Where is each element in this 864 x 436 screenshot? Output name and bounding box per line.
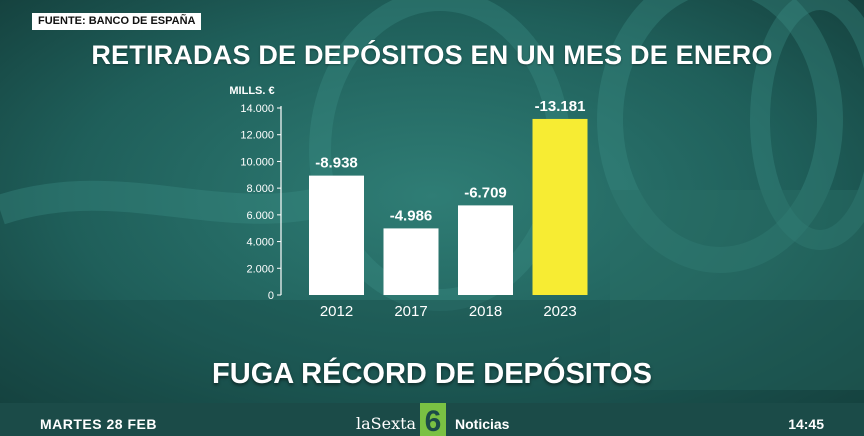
bar-2012 [309,175,364,295]
x-tick-label: 2012 [320,303,353,320]
bars [309,118,588,295]
y-tick-label: 14.000 [240,103,274,115]
headline: FUGA RÉCORD DE DEPÓSITOS [212,358,652,390]
bar-2017 [383,228,439,295]
footer-bar: MARTES 28 FEB laSexta 6 Noticias 14:45 [0,403,864,436]
program-name: Noticias [455,416,510,432]
source-label: FUENTE: BANCO DE ESPAÑA [32,13,202,30]
value-label: -13.181 [535,98,586,115]
value-label: -8.938 [315,155,358,172]
bar-chart: MILLS. € 0 2.000 4.000 6.000 8.000 10.000 12.0… [229,85,588,320]
lasexta-logo-icon: 6 [420,403,446,436]
y-tick-label: 0 [268,290,274,302]
channel-brand: laSexta [356,414,417,433]
y-tick-label: 6.000 [246,210,274,222]
x-tick-label: 2023 [543,303,576,320]
y-tick-label: 10.000 [240,156,274,168]
y-tick-label: 2.000 [246,263,274,275]
x-tick-labels: 2012 2017 2018 2023 [320,303,577,320]
bar-2018 [458,205,513,295]
logo-digit: 6 [425,405,442,436]
x-tick-label: 2018 [469,303,502,320]
y-tick-label: 8.000 [246,183,274,195]
footer-time: 14:45 [788,416,824,432]
y-ticks: 0 2.000 4.000 6.000 8.000 10.000 12.000 14.000 [240,103,281,302]
footer-date: MARTES 28 FEB [40,416,157,432]
chart-title: RETIRADAS DE DEPÓSITOS EN UN MES DE ENER… [91,40,773,70]
value-label: -6.709 [464,184,507,201]
x-tick-label: 2017 [394,303,427,320]
bar-2023 [532,118,588,295]
y-tick-label: 12.000 [240,130,274,142]
value-label: -4.986 [390,207,433,224]
value-labels: -8.938 -4.986 -6.709 -13.181 [315,98,585,224]
y-axis-label: MILLS. € [229,85,274,97]
y-tick-label: 4.000 [246,237,274,249]
